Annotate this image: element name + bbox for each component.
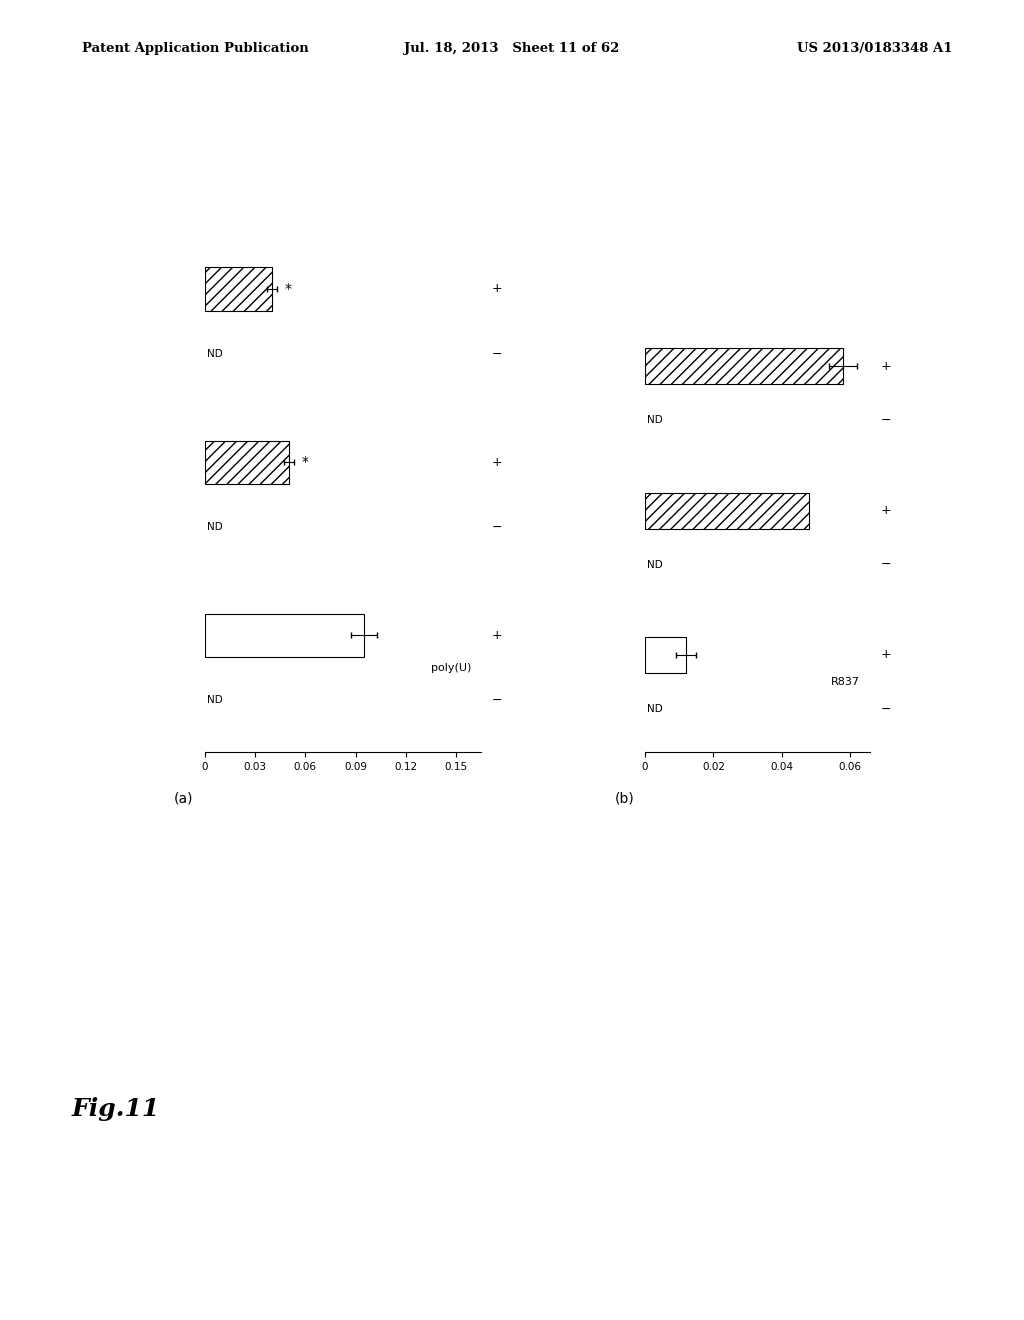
Text: *: * — [301, 455, 308, 469]
Text: ND: ND — [207, 523, 223, 532]
Text: Patent Application Publication: Patent Application Publication — [82, 42, 308, 55]
Text: US 2013/0183348 A1: US 2013/0183348 A1 — [797, 42, 952, 55]
Text: ND: ND — [207, 348, 223, 359]
Bar — [205, 614, 364, 657]
Text: ND: ND — [647, 416, 663, 425]
Text: +: + — [881, 359, 891, 372]
Text: −: − — [881, 414, 891, 426]
Bar — [205, 267, 271, 310]
Text: +: + — [492, 628, 502, 642]
Text: Fig.11: Fig.11 — [72, 1097, 160, 1121]
Bar — [645, 492, 809, 528]
Text: +: + — [492, 455, 502, 469]
Text: −: − — [492, 520, 502, 533]
Text: (a): (a) — [174, 792, 194, 807]
Text: Jul. 18, 2013   Sheet 11 of 62: Jul. 18, 2013 Sheet 11 of 62 — [404, 42, 620, 55]
Text: −: − — [492, 347, 502, 360]
Text: *: * — [285, 282, 292, 296]
Text: −: − — [881, 558, 891, 572]
Text: −: − — [492, 694, 502, 708]
Text: +: + — [881, 648, 891, 661]
Text: ND: ND — [207, 696, 223, 705]
Text: −: − — [881, 702, 891, 715]
Bar — [645, 348, 843, 384]
Text: +: + — [881, 504, 891, 517]
Text: ND: ND — [647, 704, 663, 714]
Text: ND: ND — [647, 560, 663, 570]
Bar — [205, 441, 289, 484]
Text: +: + — [492, 282, 502, 296]
Bar — [645, 636, 686, 673]
Text: R837: R837 — [831, 677, 860, 686]
Text: (b): (b) — [614, 792, 634, 807]
Text: poly(U): poly(U) — [431, 663, 471, 673]
